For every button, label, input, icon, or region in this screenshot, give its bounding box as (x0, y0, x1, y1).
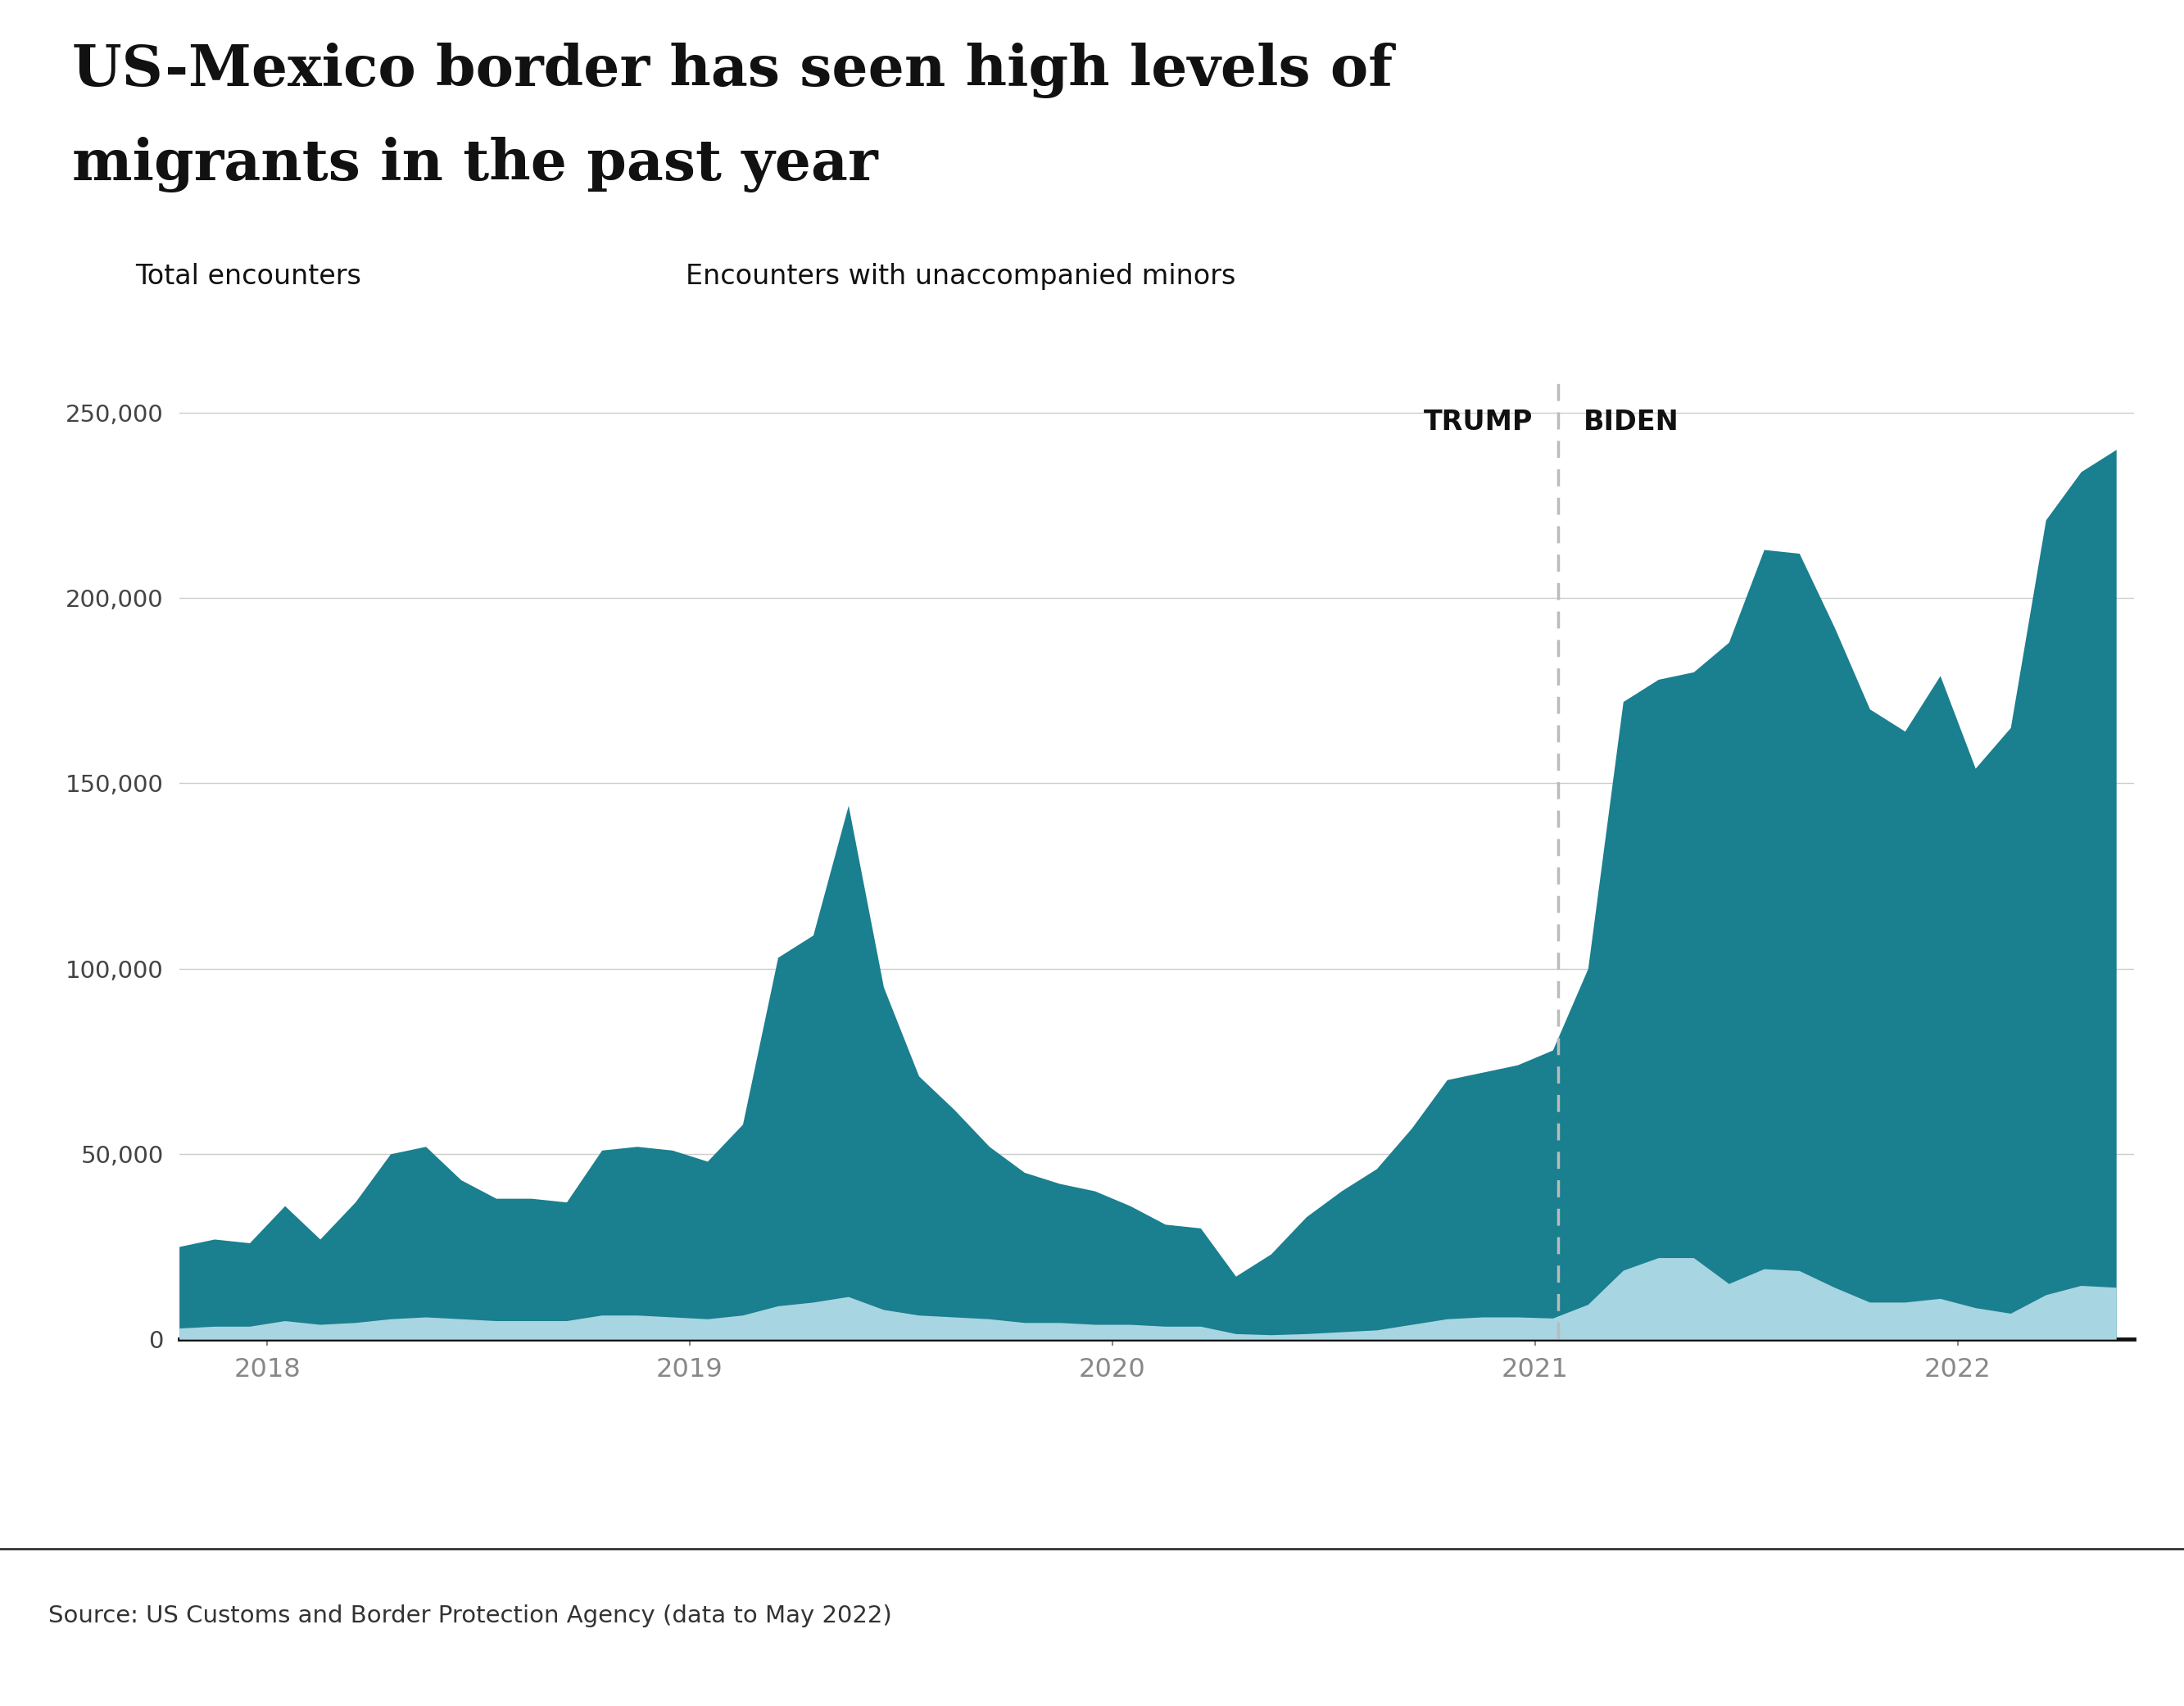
Text: US-Mexico border has seen high levels of: US-Mexico border has seen high levels of (72, 43, 1393, 99)
Text: migrants in the past year: migrants in the past year (72, 136, 878, 193)
Text: B: B (1928, 1609, 1955, 1643)
Text: BIDEN: BIDEN (1583, 409, 1679, 435)
Text: B: B (2022, 1609, 2049, 1643)
Text: TRUMP: TRUMP (1424, 409, 1533, 435)
Text: Encounters with unaccompanied minors: Encounters with unaccompanied minors (686, 263, 1236, 290)
Text: Total encounters: Total encounters (135, 263, 360, 290)
Text: Source: US Customs and Border Protection Agency (data to May 2022): Source: US Customs and Border Protection… (48, 1604, 891, 1628)
Text: C: C (2116, 1609, 2143, 1643)
